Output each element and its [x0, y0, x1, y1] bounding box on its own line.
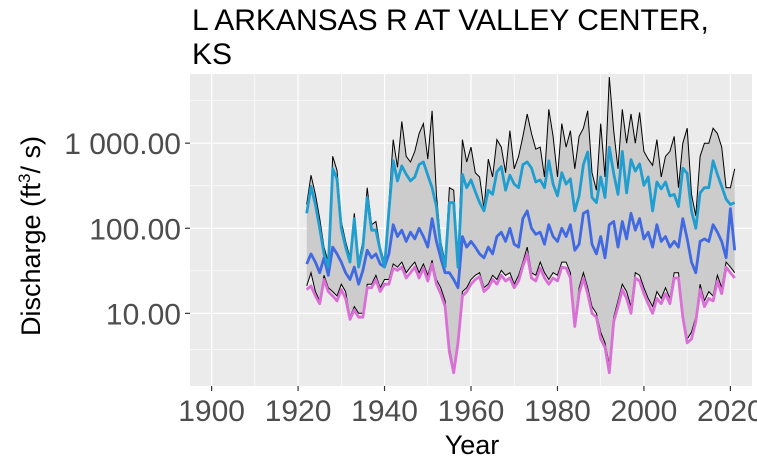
x-tick-label: 1960	[438, 395, 505, 428]
series-line-min	[305, 252, 736, 375]
y-axis-title-superscript: 3	[15, 173, 34, 182]
y-axis-title-main: Discharge (ft	[16, 182, 46, 336]
chart-title: L ARKANSAS R AT VALLEY CENTER, KS	[192, 4, 709, 71]
axis-ticks	[185, 142, 731, 391]
x-tick-label: 2020	[697, 395, 757, 428]
x-tick-labels: 1900 1920 1940 1960 1980 2000 2020	[178, 395, 757, 428]
y-axis-title: Discharge (ft3/ s)	[15, 136, 46, 336]
series-layer	[305, 145, 737, 375]
y-tick-label: 100.00	[89, 213, 181, 246]
x-tick-label: 1940	[351, 395, 418, 428]
series-line-max	[305, 145, 736, 269]
y-axis-title-tail: / s)	[16, 136, 46, 174]
series-line-mean	[305, 207, 737, 290]
x-tick-label: 2000	[611, 395, 678, 428]
y-tick-label: 10.00	[106, 298, 181, 331]
gridlines-major	[190, 74, 752, 386]
x-tick-label: 1920	[265, 395, 332, 428]
x-tick-label: 1900	[178, 395, 245, 428]
ribbon-area	[306, 77, 735, 370]
x-tick-label: 1980	[524, 395, 591, 428]
x-axis-title: Year	[445, 430, 500, 460]
y-axis-title-group: Discharge (ft3/ s)	[15, 136, 46, 336]
y-tick-labels: 10.00 100.00 1 000.00	[64, 128, 181, 331]
y-tick-label: 1 000.00	[64, 128, 181, 161]
